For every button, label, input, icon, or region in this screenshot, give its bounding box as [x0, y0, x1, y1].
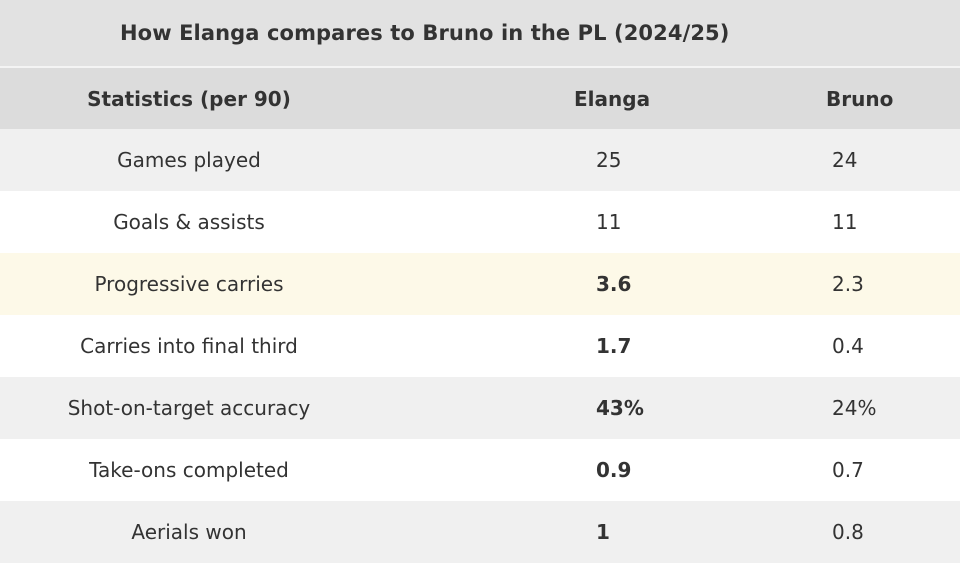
bruno-value-cell: 2.3	[832, 272, 864, 296]
table-row: Shot-on-target accuracy 43% 24%	[0, 377, 960, 439]
table-row: Progressive carries 3.6 2.3	[0, 253, 960, 315]
elanga-value-cell: 1.7	[596, 334, 632, 358]
stats-table: Statistics (per 90) Elanga Bruno Games p…	[0, 68, 960, 563]
table-row: Goals & assists 11 11	[0, 191, 960, 253]
column-header-elanga: Elanga	[574, 86, 651, 111]
table-row: Carries into final third 1.7 0.4	[0, 315, 960, 377]
column-header-statistics: Statistics (per 90)	[87, 86, 291, 111]
stat-label-cell: Shot-on-target accuracy	[67, 396, 311, 420]
stat-label-cell: Games played	[117, 148, 261, 172]
bruno-value-cell: 24%	[832, 396, 877, 420]
bruno-value-cell: 0.8	[832, 520, 864, 544]
table-body: Games played 25 24 Goals & assists 11 11 Progr…	[0, 129, 960, 563]
table-title: How Elanga compares to Bruno in the PL (…	[120, 21, 730, 45]
table-row: Games played 25 24	[0, 129, 960, 191]
bruno-value-cell: 0.7	[832, 458, 864, 482]
header-row: Statistics (per 90) Elanga Bruno	[0, 68, 960, 129]
stat-label-cell: Aerials won	[131, 520, 247, 544]
elanga-value-cell: 43%	[596, 396, 644, 420]
elanga-value-cell: 0.9	[596, 458, 632, 482]
table-header: Statistics (per 90) Elanga Bruno	[0, 68, 960, 129]
elanga-value-cell: 3.6	[596, 272, 632, 296]
stat-label-cell: Progressive carries	[94, 272, 284, 296]
title-bar: How Elanga compares to Bruno in the PL (…	[0, 0, 960, 66]
bruno-value-cell: 0.4	[832, 334, 864, 358]
bruno-value-cell: 24	[832, 148, 858, 172]
elanga-value-cell: 11	[596, 210, 622, 234]
bruno-value-cell: 11	[832, 210, 858, 234]
elanga-value-cell: 25	[596, 148, 622, 172]
elanga-value-cell: 1	[596, 520, 610, 544]
stat-label-cell: Goals & assists	[113, 210, 265, 234]
column-header-bruno: Bruno	[826, 86, 894, 111]
stat-label-cell: Carries into final third	[80, 334, 298, 358]
title-separator	[0, 66, 960, 68]
table-row: Aerials won 1 0.8	[0, 501, 960, 563]
stat-label-cell: Take-ons completed	[89, 458, 289, 482]
table-row: Take-ons completed 0.9 0.7	[0, 439, 960, 501]
